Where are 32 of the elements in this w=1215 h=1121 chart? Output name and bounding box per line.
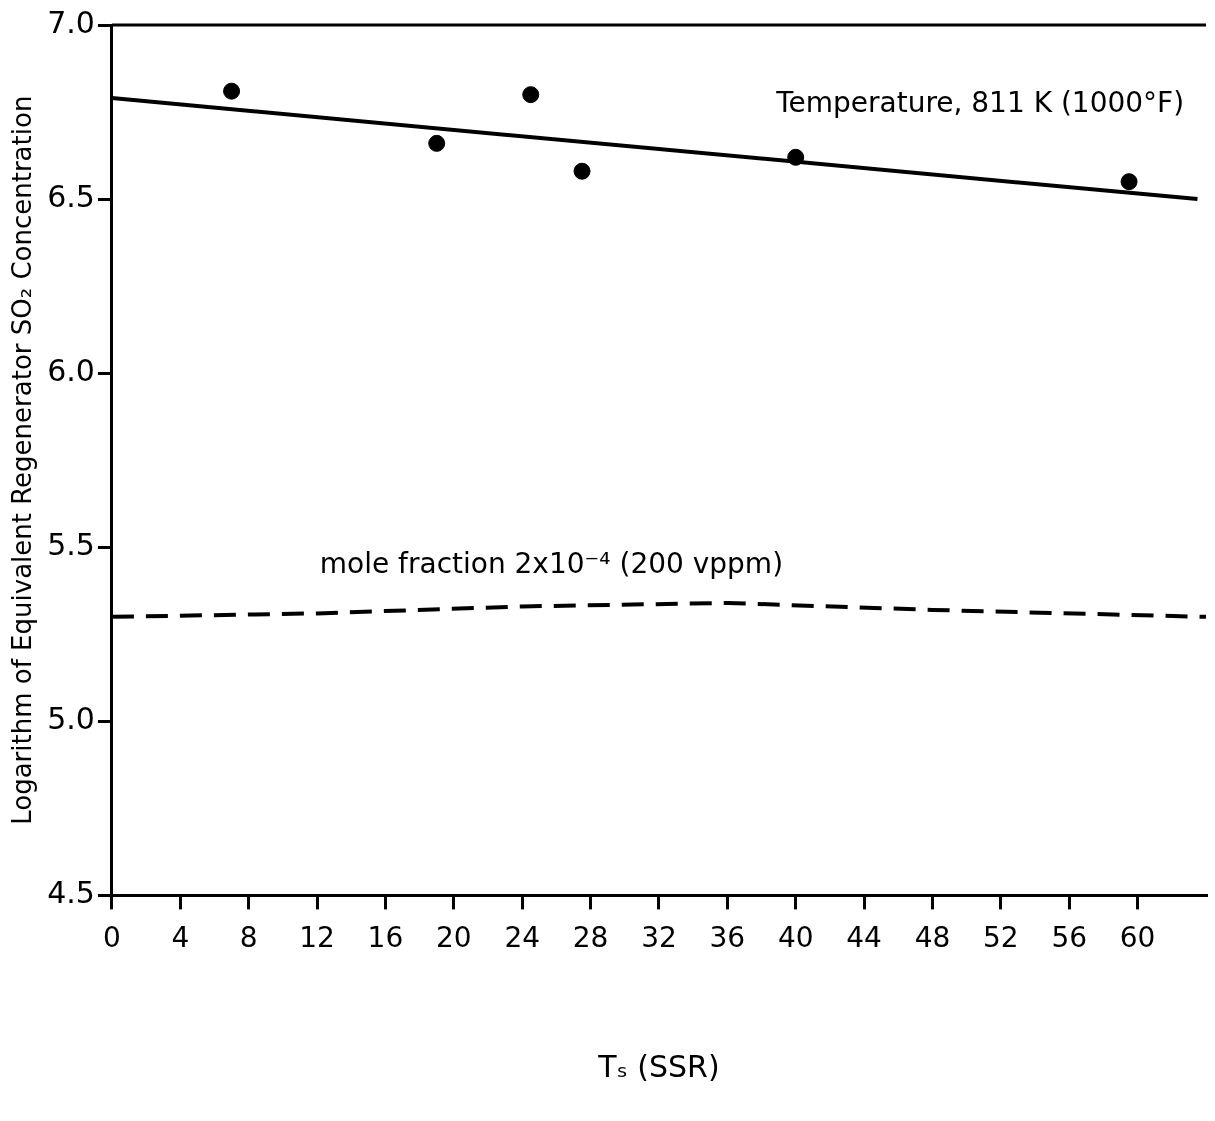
annotation: Temperature, 811 K (1000°F) [775, 86, 1185, 120]
y-tick-label: 6.5 [47, 178, 95, 214]
point [787, 148, 805, 166]
x-tick-label: 56 [1051, 921, 1088, 955]
x-tick-label: 0 [103, 921, 121, 955]
x-tick-label: 8 [239, 921, 258, 955]
x-tick-label: 24 [504, 921, 541, 955]
annotation: mole fraction 2x10⁻⁴ (200 vppm) [319, 547, 784, 581]
x-tick-label: 48 [914, 921, 951, 955]
y-tick-label: 4.5 [47, 875, 95, 911]
x-axis-title: Tₛ (SSR) [597, 1048, 720, 1084]
x-tick-label: 40 [777, 921, 814, 955]
x-tick-label: 12 [299, 921, 335, 955]
x-tick-label: 20 [435, 921, 472, 955]
point [223, 82, 241, 100]
x-tick-label: 52 [983, 921, 1019, 955]
x-tick-label: 60 [1119, 921, 1156, 955]
point [428, 134, 446, 152]
y-tick-label: 7.0 [47, 4, 95, 40]
y-tick-label: 5.5 [47, 527, 95, 563]
x-tick-label: 32 [641, 921, 677, 955]
x-tick-label: 16 [367, 921, 404, 955]
x-tick-label: 4 [171, 921, 190, 955]
point [1120, 173, 1138, 191]
point [522, 86, 540, 104]
y-tick-label: 5.0 [47, 701, 95, 737]
y-axis-title: Logarithm of Equivalent Regenerator SO₂ Concentration [7, 95, 38, 825]
x-tick-label: 28 [572, 921, 609, 955]
y-tick-label: 6.0 [47, 352, 95, 388]
point [573, 162, 591, 180]
x-tick-label: 44 [846, 921, 882, 955]
x-tick-label: 36 [709, 921, 746, 955]
